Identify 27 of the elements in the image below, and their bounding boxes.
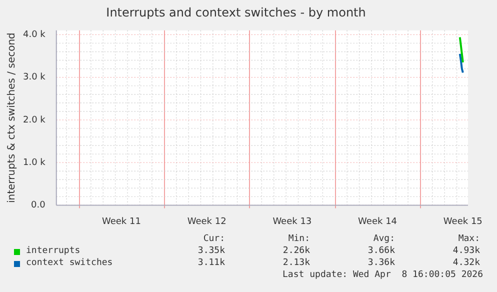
x-tick-label: Week 15 <box>443 216 482 227</box>
text: 3.36k <box>368 258 395 268</box>
text: Max: <box>458 234 480 244</box>
text: Cur: <box>203 234 225 244</box>
y-tick-label: 4.0 k <box>22 30 46 40</box>
text: 2.13k <box>282 258 310 268</box>
x-tick-label: Week 11 <box>102 216 141 227</box>
legend-label: interrupts <box>26 246 80 256</box>
text: 3.66k <box>368 246 395 256</box>
text: Last update: Wed Apr 8 16:00:05 2026 <box>282 270 483 280</box>
text: 2.26k <box>282 246 310 256</box>
text: 3.35k <box>198 246 225 256</box>
y-tick-label: 3.0 k <box>22 72 46 83</box>
chart-title: Interrupts and context switches - by month <box>106 5 366 20</box>
text: 4.32k <box>452 258 480 268</box>
x-tick-label: Week 14 <box>358 216 398 227</box>
text: Min: <box>288 234 310 244</box>
text: Avg: <box>373 234 395 244</box>
legend-label: context switches <box>26 258 113 268</box>
y-axis-title: interrupts & ctx switches / second <box>6 32 18 204</box>
text: 3.11k <box>198 258 225 268</box>
text: 4.93k <box>452 246 480 256</box>
y-tick-label: 1.0 k <box>22 158 46 168</box>
x-tick-label: Week 12 <box>187 216 226 227</box>
y-tick-label: 0.0 <box>31 200 46 211</box>
x-tick-label: Week 13 <box>272 216 312 227</box>
y-tick-label: 2.0 k <box>22 115 46 126</box>
